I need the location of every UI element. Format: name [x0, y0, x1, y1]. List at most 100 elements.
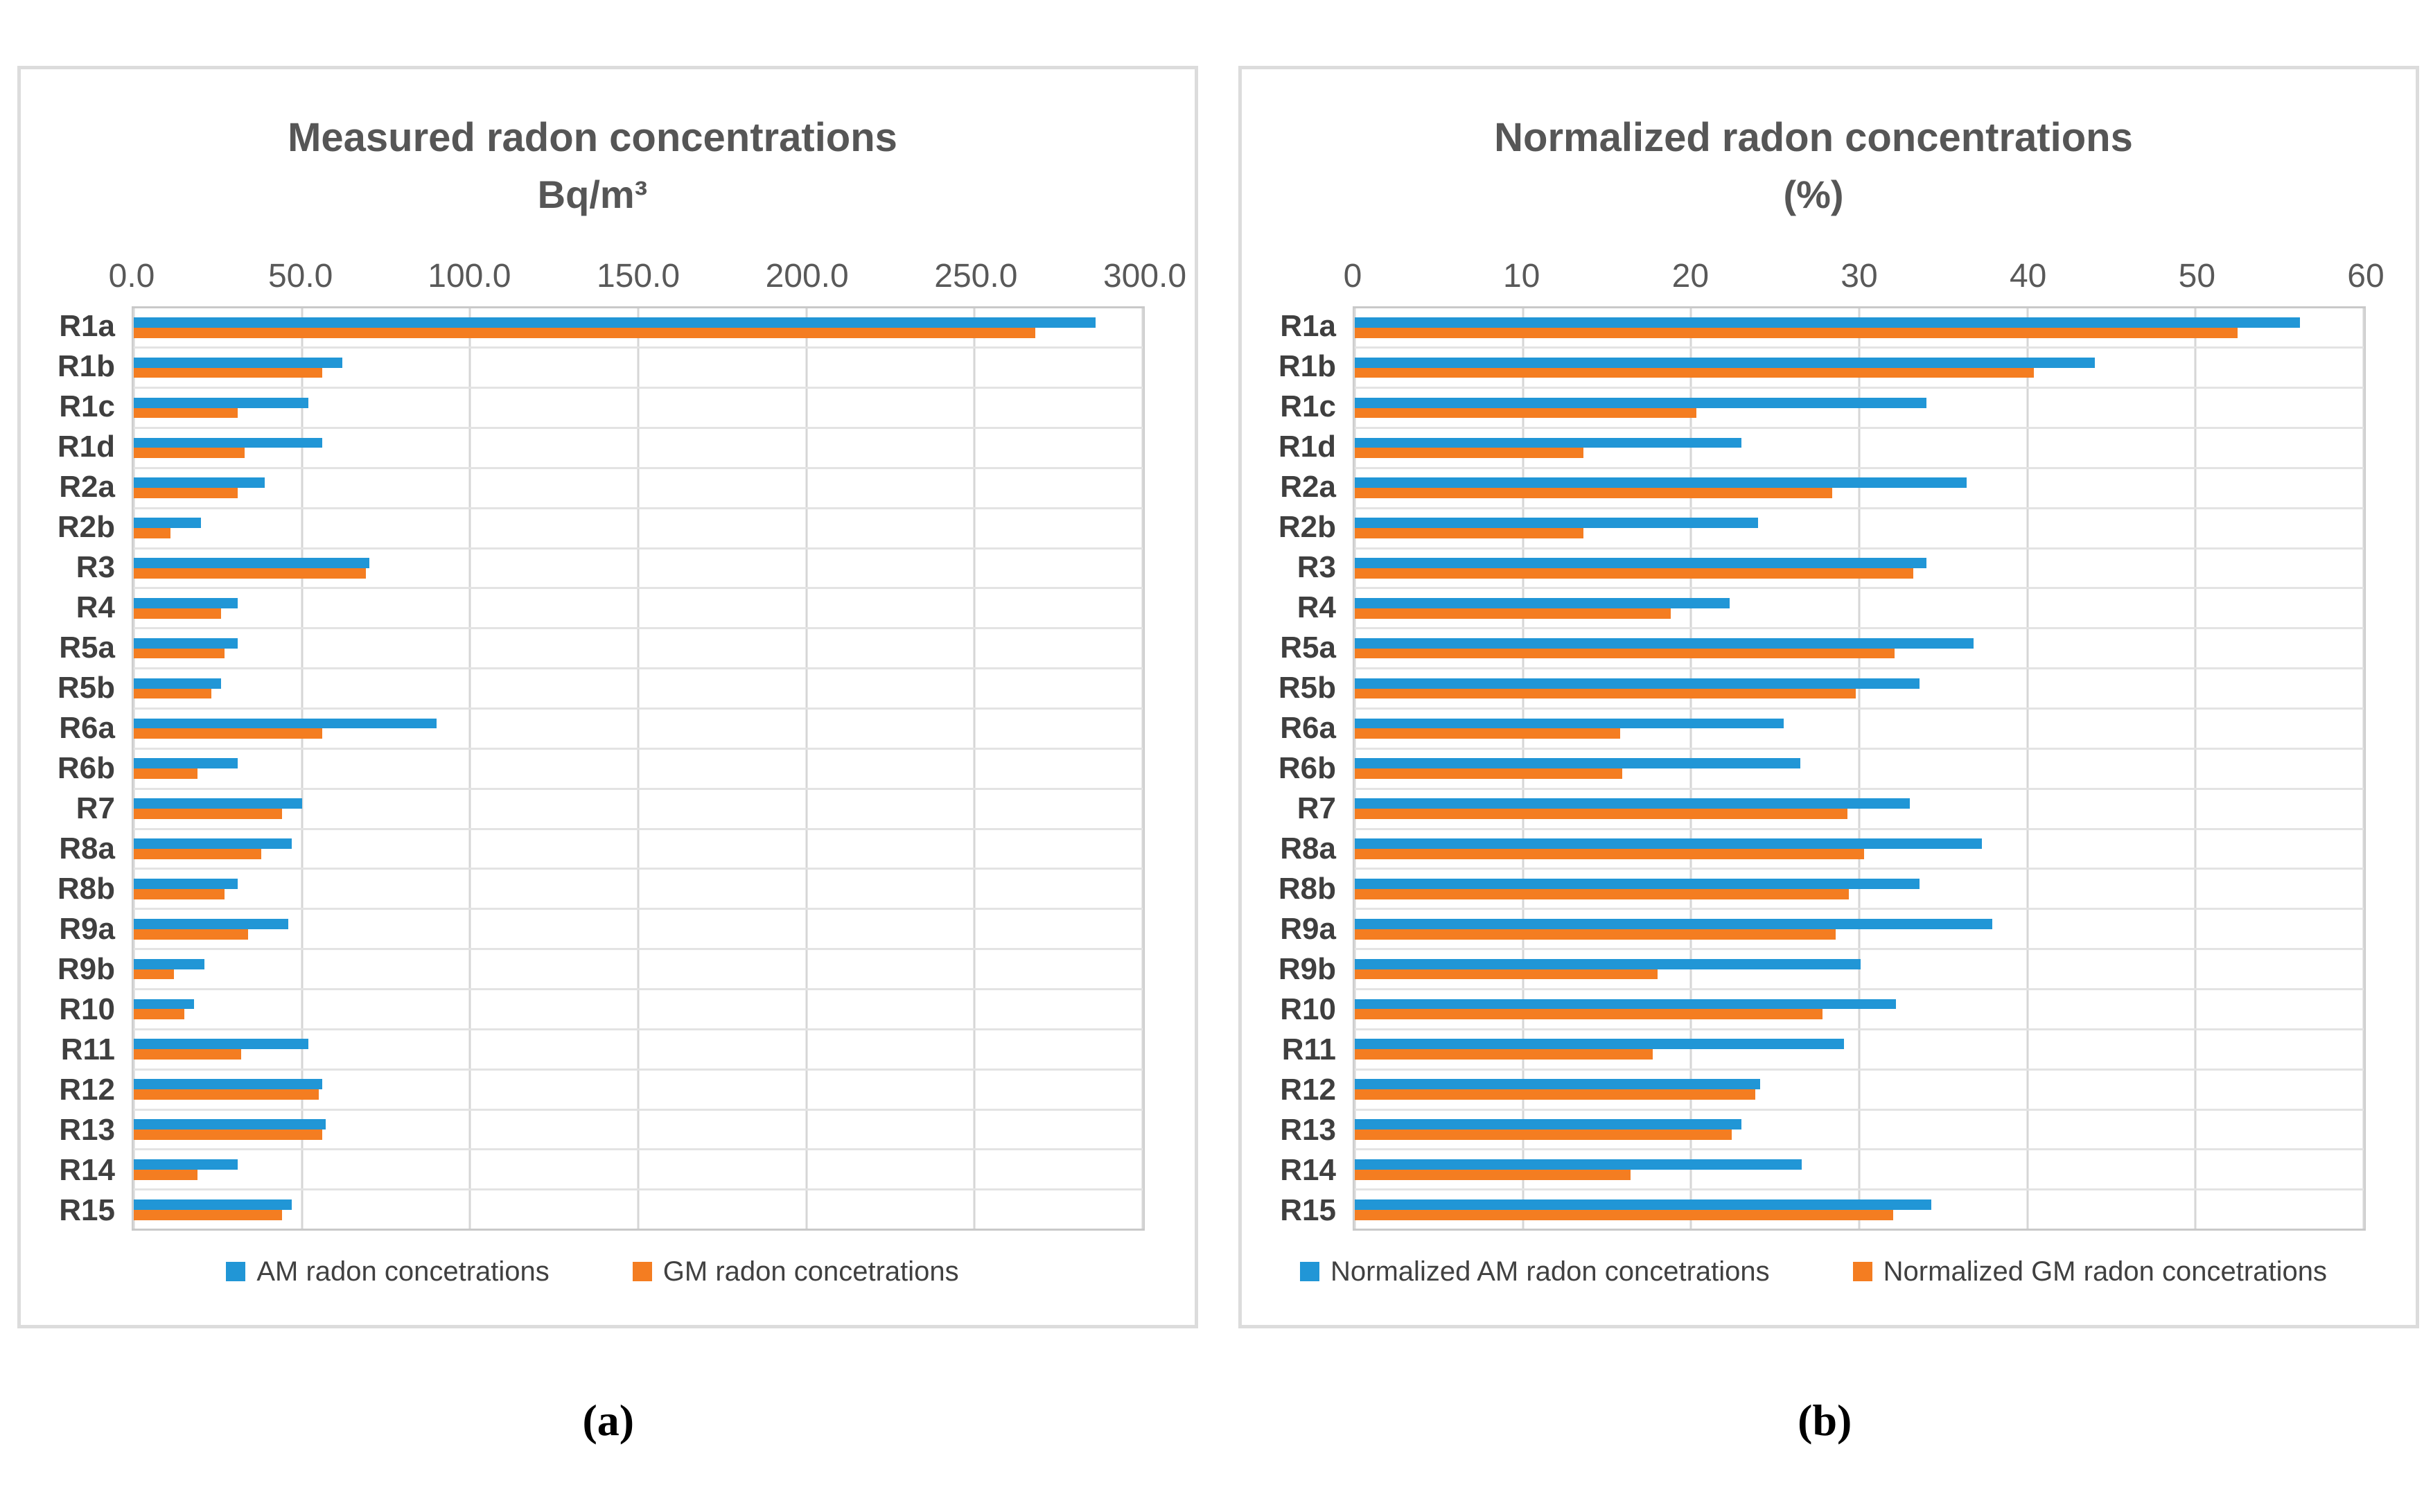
- gm-bar: [134, 407, 238, 419]
- gm-bar: [134, 568, 366, 579]
- gridline: [2026, 308, 2029, 1229]
- category-label: R2a: [59, 470, 115, 504]
- x-tick-label: 20: [1671, 258, 1710, 295]
- am-bar: [134, 638, 238, 649]
- category-label: R2a: [1280, 470, 1336, 504]
- category-row: [1355, 1190, 2364, 1229]
- category-label: R14: [59, 1153, 115, 1188]
- gm-bar: [1355, 528, 1584, 538]
- category-row: [1355, 990, 2364, 1030]
- am-bar: [1355, 397, 1927, 408]
- gridline: [301, 308, 304, 1229]
- category-row: [1355, 950, 2364, 990]
- x-tick-label: 200.0: [765, 258, 849, 295]
- am-bar: [134, 798, 302, 809]
- gm-bar: [134, 367, 322, 378]
- category-row: [134, 669, 1143, 710]
- chart-title: Measured radon concentrations: [288, 115, 897, 160]
- am-bar: [134, 397, 309, 408]
- category-row: [134, 349, 1143, 389]
- category-row: [134, 910, 1143, 951]
- category-row: [134, 308, 1143, 349]
- category-label: R7: [1297, 791, 1336, 826]
- am-bar: [1355, 1119, 1742, 1129]
- category-row: [134, 1030, 1143, 1071]
- category-label: R1a: [59, 309, 115, 344]
- category-label: R9a: [59, 912, 115, 947]
- category-label: R9a: [1280, 912, 1336, 947]
- category-row: [1355, 1030, 2364, 1071]
- gm-bar: [1355, 688, 1856, 699]
- gm-bar: [1355, 1169, 1631, 1180]
- legend-item-gm: Normalized GM radon concetrations: [1852, 1256, 2327, 1287]
- am-bar: [1355, 718, 1784, 729]
- gm-bar: [1355, 568, 1913, 579]
- gm-bar: [134, 648, 225, 659]
- gm-bar: [1355, 448, 1584, 459]
- category-label: R8b: [1278, 872, 1336, 906]
- category-label: R5a: [1280, 631, 1336, 665]
- category-row: [1355, 1111, 2364, 1151]
- plot-area: [132, 306, 1145, 1231]
- am-bar: [1355, 598, 1730, 608]
- y-axis-labels: R1a R1b R1c R1d R2a R2b R3 R4 R5a R5b R6a R6b R7 R8a R…: [1261, 306, 1353, 1231]
- am-bar: [1355, 758, 1801, 769]
- gm-bar: [134, 528, 171, 538]
- category-label: R2b: [1278, 510, 1336, 545]
- gm-bar: [134, 809, 282, 819]
- category-row: [1355, 710, 2364, 750]
- am-series-swatch: [226, 1262, 246, 1281]
- category-label: R15: [1280, 1193, 1336, 1228]
- gm-bar: [1355, 1209, 1893, 1220]
- chart-body: R1a R1b R1c R1d R2a R2b R3 R4 R5a R5b R6a R6b R7 R8a R…: [40, 306, 1145, 1231]
- category-label: R15: [59, 1193, 115, 1228]
- am-series-swatch: [1300, 1262, 1320, 1281]
- category-label: R10: [1280, 992, 1336, 1027]
- chart-subtitle: Bq/m³: [537, 173, 648, 216]
- category-row: [1355, 429, 2364, 469]
- am-bar: [134, 999, 195, 1010]
- gm-bar: [1355, 929, 1836, 940]
- gm-bar: [1355, 888, 1850, 899]
- category-label: R10: [59, 992, 115, 1027]
- am-bar: [134, 1199, 292, 1210]
- category-row: [134, 1150, 1143, 1191]
- y-axis-labels: R1a R1b R1c R1d R2a R2b R3 R4 R5a R5b R6a R6b R7 R8a R…: [40, 306, 132, 1231]
- category-label: R9b: [57, 952, 115, 987]
- category-label: R8a: [1280, 832, 1336, 866]
- category-row: [1355, 870, 2364, 911]
- category-row: [134, 389, 1143, 429]
- category-row: [1355, 589, 2364, 630]
- category-row: [134, 870, 1143, 911]
- category-row: [1355, 469, 2364, 509]
- category-label: R1d: [57, 430, 115, 464]
- x-tick-label: 50.0: [267, 258, 333, 295]
- am-bar: [1355, 838, 1983, 849]
- legend: AM radon concetrations GM radon concetra…: [40, 1231, 1145, 1312]
- category-row: [134, 1111, 1143, 1151]
- panel-sublabels: (a) (b): [0, 1328, 2433, 1512]
- category-row: [134, 469, 1143, 509]
- gridline: [805, 308, 808, 1229]
- am-bar: [134, 1119, 326, 1129]
- category-row: [134, 710, 1143, 750]
- category-label: R8b: [57, 872, 115, 906]
- legend-label-am: AM radon concetrations: [256, 1256, 550, 1287]
- x-axis: 0 10 20 30 40 50 60: [1344, 243, 2384, 306]
- category-row: [134, 830, 1143, 870]
- gm-bar: [134, 1129, 322, 1140]
- category-row: [1355, 1071, 2364, 1111]
- category-label: R2b: [57, 510, 115, 545]
- category-row: [1355, 629, 2364, 670]
- category-row: [1355, 550, 2364, 590]
- category-label: R11: [60, 1032, 115, 1067]
- gm-bar: [1355, 327, 2238, 338]
- category-label: R12: [1280, 1073, 1336, 1107]
- gm-bar: [134, 608, 222, 619]
- gm-bar: [134, 327, 1035, 338]
- category-label: R9b: [1278, 952, 1336, 987]
- am-bar: [134, 317, 1096, 328]
- plot-area: [1353, 306, 2366, 1231]
- category-row: [1355, 389, 2364, 429]
- gm-bar: [134, 1009, 184, 1020]
